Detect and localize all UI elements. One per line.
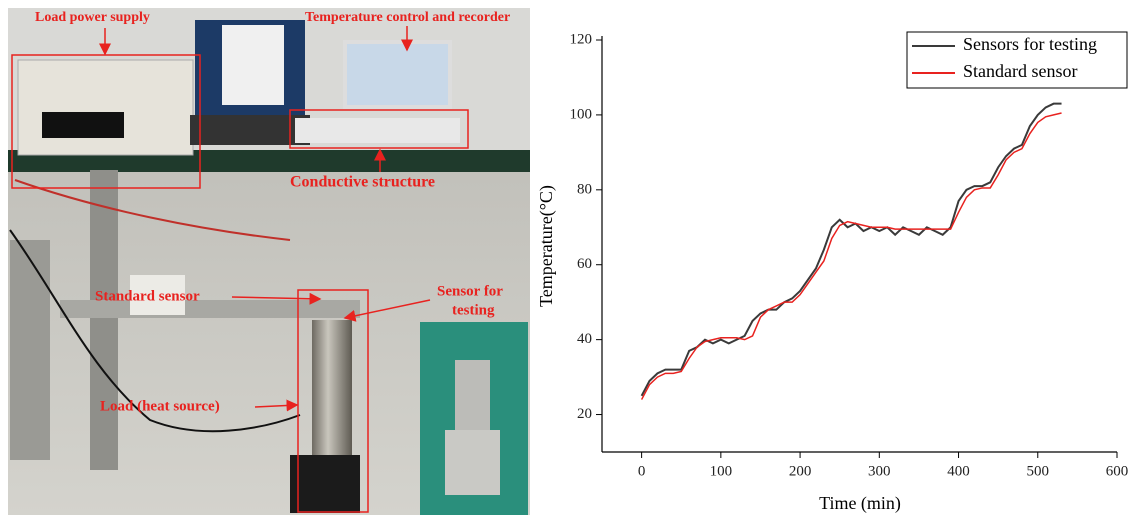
box <box>130 275 185 315</box>
x-tick-label: 600 <box>1106 463 1129 479</box>
recorder <box>343 40 452 109</box>
power-supply <box>17 59 194 156</box>
series-line <box>640 112 1062 400</box>
window <box>222 25 284 105</box>
x-tick-label: 0 <box>638 463 646 479</box>
rack <box>10 240 50 460</box>
x-axis-label: Time (min) <box>819 493 901 514</box>
y-tick-label: 20 <box>577 406 592 422</box>
y-tick-label: 80 <box>577 181 592 197</box>
laptop-base <box>190 115 310 145</box>
x-tick-label: 100 <box>710 463 733 479</box>
annotation: Sensor for <box>437 283 503 299</box>
y-tick-label: 120 <box>570 31 593 47</box>
x-tick-label: 400 <box>947 463 970 479</box>
x-tick-label: 300 <box>868 463 891 479</box>
base-plate <box>290 455 360 513</box>
annotation: Temperature control and recorder <box>305 10 510 25</box>
x-tick-label: 200 <box>789 463 812 479</box>
sensor-body <box>455 360 490 430</box>
cable <box>9 229 301 433</box>
arrow <box>231 292 322 305</box>
y-tick-label: 60 <box>577 256 592 272</box>
legend-label: Sensors for testing <box>963 34 1097 54</box>
legend-box <box>906 31 1128 89</box>
table-leg <box>90 170 118 470</box>
conductive-structure <box>295 118 460 143</box>
legend-label: Standard sensor <box>963 61 1077 81</box>
y-axis-label: Temperature(°C) <box>536 185 557 307</box>
annotation-box <box>289 109 469 149</box>
annotation: Load power supply <box>35 10 150 25</box>
series-line <box>640 102 1062 397</box>
annotation: Conductive structure <box>290 174 435 191</box>
annotation: testing <box>452 302 495 318</box>
chart: Time (min) Temperature(°C) 0 100 200 300 400… <box>536 31 1128 514</box>
y-tick-label: 40 <box>577 331 592 347</box>
display <box>42 112 124 138</box>
sensor-head <box>445 430 500 495</box>
arrow <box>343 299 431 322</box>
annotation: Standard sensor <box>95 288 200 304</box>
cable <box>14 179 291 241</box>
y-tick-label: 100 <box>570 106 593 122</box>
photo: Load power supply Temperature control an… <box>8 8 530 515</box>
x-tick-label: 500 <box>1027 463 1050 479</box>
arrow <box>254 399 299 412</box>
annotation: Load (heat source) <box>100 398 220 414</box>
